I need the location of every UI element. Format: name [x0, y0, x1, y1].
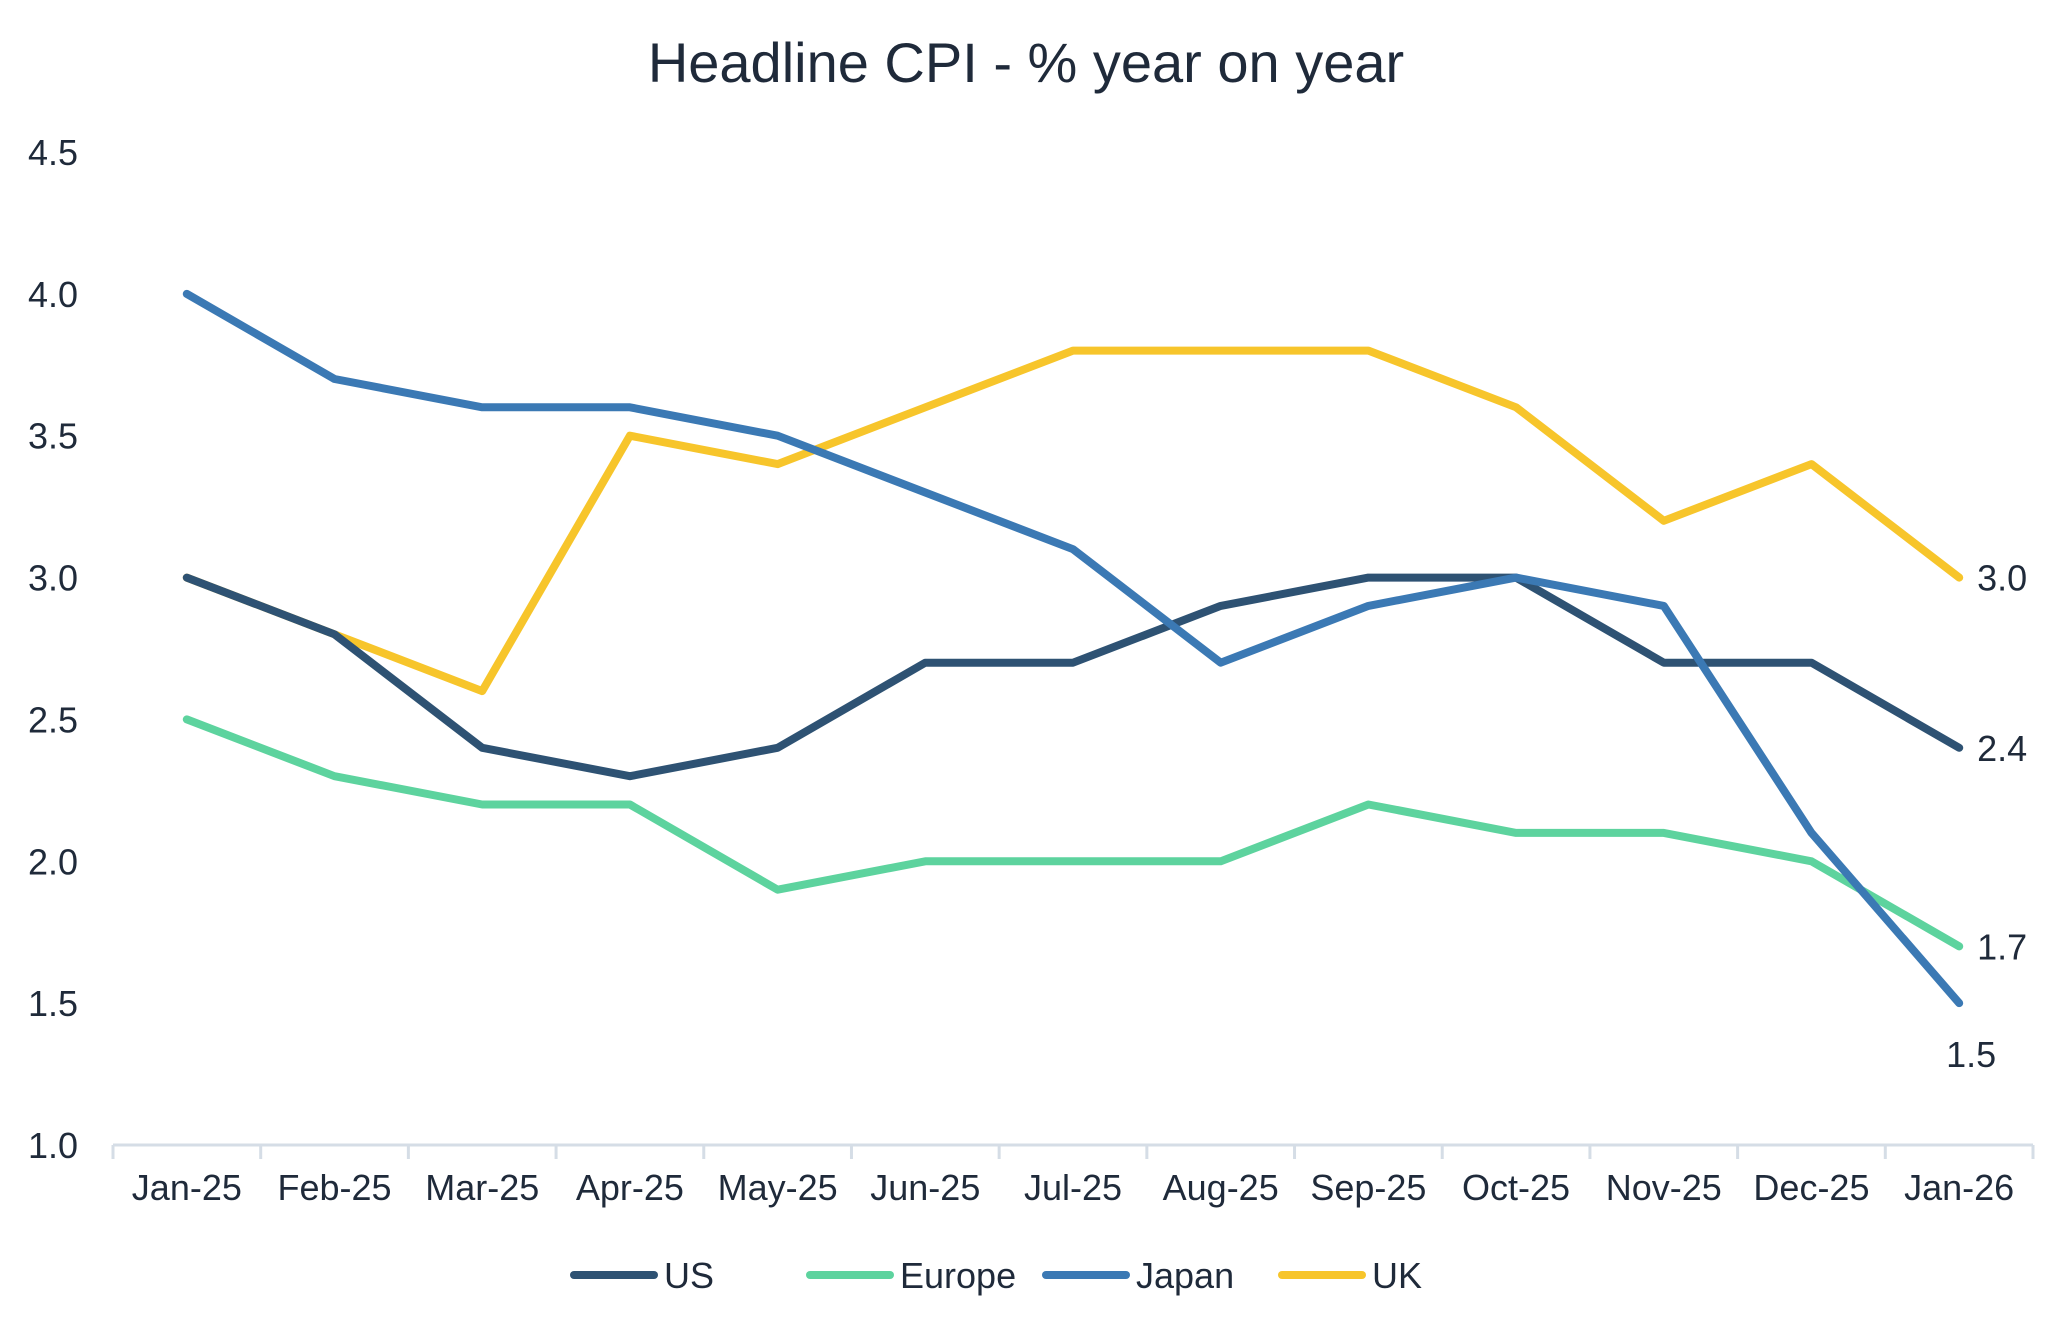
y-tick-label: 2.0 — [28, 841, 78, 882]
x-tick-label: Dec-25 — [1753, 1167, 1869, 1208]
x-tick-label: Mar-25 — [425, 1167, 539, 1208]
x-tick-label: Jun-25 — [870, 1167, 980, 1208]
y-tick-label: 4.0 — [28, 274, 78, 315]
chart-title: Headline CPI - % year on year — [648, 31, 1404, 94]
legend-label-uk: UK — [1372, 1255, 1422, 1296]
y-tick-label: 3.0 — [28, 558, 78, 599]
end-labels: 2.4 1.7 1.5 3.0 — [1946, 558, 2027, 1076]
x-tick-label: May-25 — [718, 1167, 838, 1208]
x-tick-label: Apr-25 — [576, 1167, 684, 1208]
x-tick-label: Jan-25 — [132, 1167, 242, 1208]
x-tick-label: Nov-25 — [1606, 1167, 1722, 1208]
series-line-japan — [182, 289, 1964, 1008]
x-tick-label: Jul-25 — [1024, 1167, 1122, 1208]
x-tick-label: Aug-25 — [1163, 1167, 1279, 1208]
x-tick-label: Feb-25 — [277, 1167, 391, 1208]
end-label-uk: 3.0 — [1977, 558, 2027, 599]
series-line-us — [182, 573, 1964, 781]
series-line-europe — [182, 715, 1964, 951]
y-tick-label: 4.5 — [28, 132, 78, 173]
y-tick-label: 3.5 — [28, 416, 78, 457]
legend: US Europe Japan UK — [570, 1255, 1422, 1296]
x-tick-label: Jan-26 — [1904, 1167, 2014, 1208]
y-tick-label: 1.5 — [28, 983, 78, 1024]
x-axis: Jan-25 Feb-25 Mar-25 Apr-25 May-25 Jun-25 Jul-… — [111, 1143, 2035, 1208]
end-label-europe: 1.7 — [1977, 926, 2027, 967]
y-axis-ticks: 1.0 1.5 2.0 2.5 3.0 3.5 4.0 4.5 — [28, 132, 78, 1166]
series-lines — [182, 289, 1964, 1008]
series-line-uk — [182, 346, 1964, 696]
y-tick-label: 2.5 — [28, 699, 78, 740]
x-tick-label: Sep-25 — [1310, 1167, 1426, 1208]
end-label-us: 2.4 — [1977, 728, 2027, 769]
y-tick-label: 1.0 — [28, 1125, 78, 1166]
end-label-japan: 1.5 — [1946, 1034, 1996, 1075]
legend-label-us: US — [664, 1255, 714, 1296]
legend-label-japan: Japan — [1136, 1255, 1234, 1296]
legend-label-europe: Europe — [900, 1255, 1016, 1296]
x-tick-label: Oct-25 — [1462, 1167, 1570, 1208]
